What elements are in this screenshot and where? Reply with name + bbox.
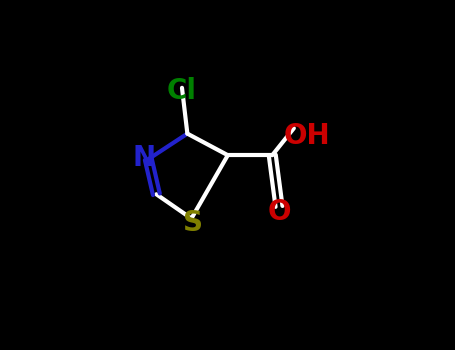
Text: Cl: Cl — [167, 77, 197, 105]
Text: S: S — [183, 209, 203, 237]
Text: OH: OH — [284, 122, 331, 150]
Text: O: O — [267, 198, 291, 226]
Text: N: N — [133, 144, 156, 172]
